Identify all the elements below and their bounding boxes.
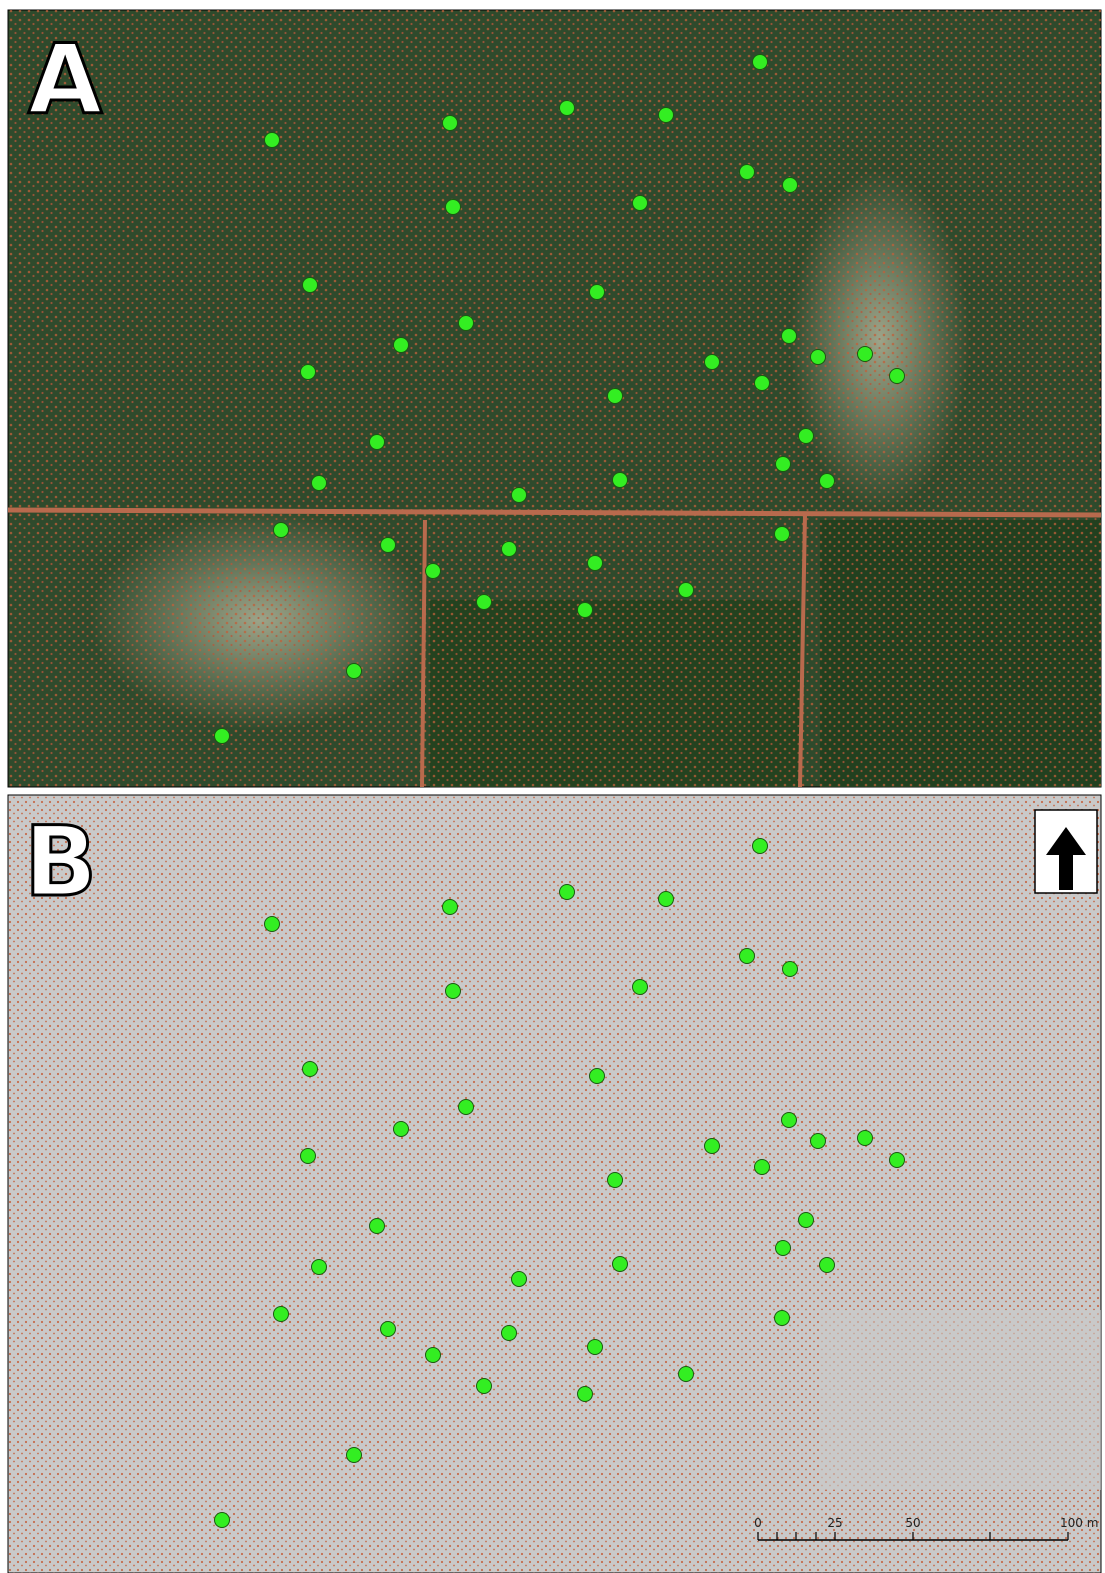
plot-point: [705, 355, 720, 370]
plot-point: [347, 664, 362, 679]
plot-point: [776, 457, 791, 472]
plot-point: [588, 1340, 603, 1355]
plot-point: [890, 1153, 905, 1168]
plot-point: [858, 1131, 873, 1146]
plot-point: [659, 108, 674, 123]
plot-point: [215, 1513, 230, 1528]
page: A B 02550100 m (() => { const data = JSO…: [0, 0, 1105, 1573]
plot-point: [776, 1241, 791, 1256]
plot-point: [446, 984, 461, 999]
plot-point: [740, 165, 755, 180]
figure: A B 0 25 50 100 m: [0, 0, 1105, 1573]
scale-label: 0: [754, 1516, 762, 1530]
plot-point: [679, 1367, 694, 1382]
plot-point: [312, 1260, 327, 1275]
panel-a: A: [8, 10, 1101, 787]
plot-point: [443, 116, 458, 131]
plot-point: [755, 376, 770, 391]
plot-point: [301, 1149, 316, 1164]
plot-point: [512, 488, 527, 503]
plot-point: [608, 1173, 623, 1188]
plot-point: [426, 1348, 441, 1363]
plot-point: [303, 278, 318, 293]
scale-label: 100 m: [1060, 1516, 1098, 1530]
plot-point: [560, 101, 575, 116]
plot-point: [820, 1258, 835, 1273]
plot-point: [215, 729, 230, 744]
plot-point: [633, 980, 648, 995]
plot-point: [608, 389, 623, 404]
plot-point: [659, 892, 674, 907]
plot-point: [782, 329, 797, 344]
plot-point: [502, 542, 517, 557]
scale-label: 25: [827, 1516, 842, 1530]
plot-point: [459, 316, 474, 331]
plot-point: [394, 338, 409, 353]
plot-point: [811, 350, 826, 365]
plot-point: [783, 178, 798, 193]
plot-point: [347, 1448, 362, 1463]
plot-point: [783, 962, 798, 977]
plot-point: [811, 1134, 826, 1149]
plot-point: [446, 200, 461, 215]
plot-point: [443, 900, 458, 915]
plot-point: [381, 1322, 396, 1337]
plot-point: [578, 1387, 593, 1402]
plot-point: [799, 1213, 814, 1228]
plot-point: [394, 1122, 409, 1137]
sparse-area: [820, 1310, 1101, 1490]
point-cloud: [8, 10, 1101, 787]
plot-point: [775, 527, 790, 542]
plot-point: [370, 435, 385, 450]
plot-point: [633, 196, 648, 211]
plot-point: [312, 476, 327, 491]
plot-point: [679, 583, 694, 598]
plot-point: [890, 369, 905, 384]
plot-point: [265, 133, 280, 148]
plot-point: [560, 885, 575, 900]
scale-label: 50: [905, 1516, 920, 1530]
plot-point: [265, 917, 280, 932]
plot-point: [426, 564, 441, 579]
plot-point: [740, 949, 755, 964]
panel-label: A: [28, 24, 102, 136]
plot-point: [799, 429, 814, 444]
plot-point: [274, 523, 289, 538]
plot-point: [753, 55, 768, 70]
plot-point: [502, 1326, 517, 1341]
plot-point: [512, 1272, 527, 1287]
plot-point: [578, 603, 593, 618]
plot-point: [370, 1219, 385, 1234]
plot-point: [381, 538, 396, 553]
plot-point: [705, 1139, 720, 1154]
panel-label: B: [24, 806, 97, 918]
plot-point: [274, 1307, 289, 1322]
plot-point: [820, 474, 835, 489]
plot-point: [477, 595, 492, 610]
plot-point: [590, 1069, 605, 1084]
plot-point: [613, 473, 628, 488]
plot-point: [588, 556, 603, 571]
plot-point: [613, 1257, 628, 1272]
north-arrow: [1035, 810, 1097, 893]
plot-point: [459, 1100, 474, 1115]
plot-point: [590, 285, 605, 300]
plot-point: [858, 347, 873, 362]
plot-point: [477, 1379, 492, 1394]
plot-point: [753, 839, 768, 854]
plot-point: [755, 1160, 770, 1175]
plot-point: [301, 365, 316, 380]
plot-point: [775, 1311, 790, 1326]
panel-b: B 0 25 50 100 m: [8, 795, 1101, 1573]
plot-point: [303, 1062, 318, 1077]
plot-point: [782, 1113, 797, 1128]
